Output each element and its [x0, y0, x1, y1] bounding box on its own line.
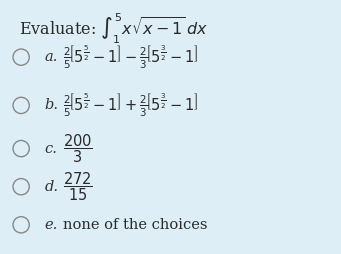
Text: Evaluate: $\int_1^5 x\sqrt{x-1}\,dx$: Evaluate: $\int_1^5 x\sqrt{x-1}\,dx$	[19, 11, 208, 46]
Text: d.: d.	[44, 180, 58, 194]
Text: $\dfrac{200}{3}$: $\dfrac{200}{3}$	[63, 132, 93, 165]
Text: a.: a.	[44, 50, 58, 64]
Text: e.: e.	[44, 218, 58, 232]
Text: $\dfrac{272}{15}$: $\dfrac{272}{15}$	[63, 170, 93, 203]
Text: c.: c.	[44, 141, 57, 156]
Text: b.: b.	[44, 98, 58, 113]
Text: none of the choices: none of the choices	[63, 218, 208, 232]
Text: $\frac{2}{5}\!\left[5^{\frac{5}{2}}-1\right]-\frac{2}{3}\!\left[5^{\frac{3}{2}}-: $\frac{2}{5}\!\left[5^{\frac{5}{2}}-1\ri…	[63, 43, 198, 71]
Text: $\frac{2}{5}\!\left[5^{\frac{5}{2}}-1\right]+\frac{2}{3}\!\left[5^{\frac{3}{2}}-: $\frac{2}{5}\!\left[5^{\frac{5}{2}}-1\ri…	[63, 92, 198, 119]
